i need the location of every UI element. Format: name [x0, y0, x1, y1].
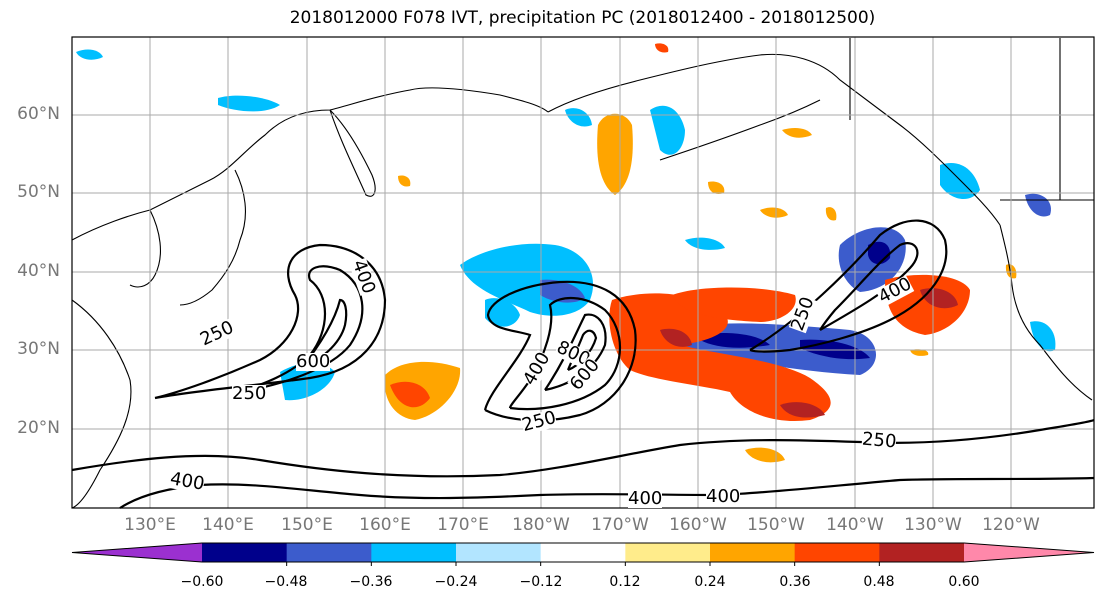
lon-label-160w: 160°W [669, 515, 727, 535]
colorbar-extend-max [964, 543, 1094, 562]
colorbar-segment [794, 543, 880, 562]
colorbar-tick-label: 0.36 [779, 574, 811, 590]
colorbar-tick-label: −0.48 [264, 574, 308, 590]
ivt-contour-600-west [299, 298, 348, 371]
colorbar-segment [710, 543, 796, 562]
lat-label-40n: 40°N [17, 261, 60, 281]
korea-coastline [129, 209, 161, 288]
pc-anomaly-positive-core [780, 402, 825, 418]
lon-label-150w: 150°W [747, 515, 805, 535]
pc-anomaly-positive [910, 349, 929, 356]
lon-label-180w: 180°W [512, 515, 570, 535]
pc-anomaly-negative-core [700, 333, 770, 348]
ivt-contour-250-east [749, 219, 948, 353]
colorbar-tick-label: 0.60 [948, 574, 980, 590]
pc-anomaly-positive [672, 287, 796, 322]
lat-label-30n: 30°N [17, 339, 60, 359]
lat-label-60n: 60°N [17, 104, 60, 124]
colorbar-tick-label: 0.12 [609, 574, 641, 590]
plot-frame [71, 36, 1095, 509]
ivt-contour-250-central [483, 280, 637, 422]
pc-anomaly-negative [565, 108, 592, 127]
pc-anomaly-positive [782, 127, 812, 138]
ivt-contour-400-south [119, 476, 1095, 509]
lat-label-50n: 50°N [17, 182, 60, 202]
lon-label-150e: 150°E [281, 515, 333, 535]
colorbar-tick-label: 0.24 [694, 574, 726, 590]
aleutian-islands [659, 99, 821, 161]
colorbar-segment [202, 543, 288, 562]
pc-anomaly-positive [609, 293, 831, 421]
lat-label-20n: 20°N [17, 418, 60, 438]
pc-anomaly-negative [1030, 321, 1056, 352]
pc-anomaly-positive [597, 113, 633, 195]
pc-anomaly-positive [655, 43, 669, 53]
lon-label-130w: 130°W [904, 515, 962, 535]
colorbar-tick-label: −0.12 [519, 574, 563, 590]
alaska-coastline [547, 53, 1001, 226]
north-america-coastline [999, 224, 1093, 401]
colorbar-extend-min [72, 543, 202, 562]
pc-anomaly-negative [1025, 193, 1051, 217]
pc-anomaly-positive-core [660, 328, 692, 347]
colorbar-tick-label: −0.24 [434, 574, 478, 590]
pc-anomaly-negative [218, 95, 280, 112]
colorbar-segment [456, 543, 542, 562]
china-coastline [71, 299, 132, 509]
pc-anomaly-positive [760, 207, 788, 218]
colorbar-tick-label: −0.60 [180, 574, 224, 590]
pc-anomaly-positive [708, 181, 725, 194]
contour-label-250: 250 [232, 383, 267, 404]
lon-label-160e: 160°E [359, 515, 411, 535]
kamchatka-coastline [329, 109, 376, 197]
pc-anomaly-positive [825, 207, 837, 221]
lon-label-170e: 170°E [437, 515, 489, 535]
colorbar-segment [371, 543, 457, 562]
lon-label-130e: 130°E [124, 515, 176, 535]
colorbar-segment [625, 543, 711, 562]
pc-anomaly-positive [745, 447, 785, 463]
pc-anomaly-negative [460, 243, 594, 316]
colorbar-outline [71, 542, 1095, 563]
contour-label-400: 400 [706, 486, 741, 507]
japan-coastline [179, 169, 246, 306]
map-title: 2018012000 F078 IVT, precipitation PC (2… [289, 8, 876, 28]
precipitation-pc-shading-positive [384, 43, 1017, 463]
colorbar-segment [286, 543, 372, 562]
us-canada-border [849, 38, 1094, 201]
pc-anomaly-positive-core [390, 381, 430, 408]
pc-anomaly-positive [398, 175, 411, 187]
colorbar [71, 542, 1095, 566]
colorbar-segment [879, 543, 965, 562]
colorbar-segment [540, 543, 626, 562]
ivt-contour-250-west [154, 243, 387, 400]
contour-label-600: 600 [296, 351, 331, 372]
pc-anomaly-negative-core [540, 279, 585, 303]
colorbar-tick-label: 0.48 [863, 574, 895, 590]
contour-label-400: 400 [628, 488, 663, 509]
contour-label-250: 250 [861, 428, 898, 453]
pc-anomaly-positive-core [920, 288, 958, 309]
coastlines [71, 38, 1094, 509]
pc-anomaly-negative [76, 49, 103, 60]
colorbar-tick-label: −0.36 [349, 574, 393, 590]
asia-coastline [71, 87, 549, 241]
pc-anomaly-negative [650, 105, 685, 155]
pc-anomaly-negative [685, 237, 725, 250]
lon-label-140e: 140°E [202, 515, 254, 535]
lon-label-120w: 120°W [982, 515, 1040, 535]
lon-label-170w: 170°W [591, 515, 649, 535]
ivt-contour-250-south [71, 418, 1095, 478]
lon-label-140w: 140°W [826, 515, 884, 535]
